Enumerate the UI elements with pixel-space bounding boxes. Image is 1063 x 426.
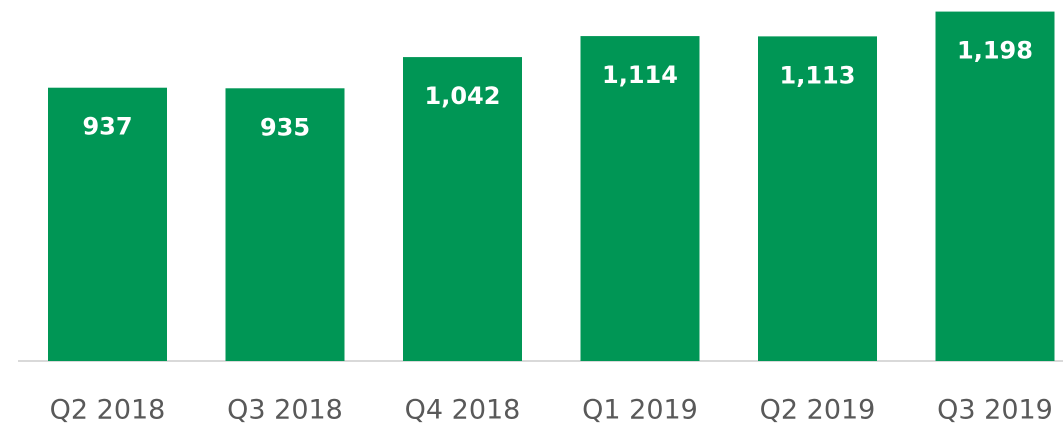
x-tick-label: Q4 2018 xyxy=(405,395,521,426)
data-label: 1,198 xyxy=(957,37,1033,65)
bar xyxy=(48,87,167,361)
bar xyxy=(403,57,522,361)
x-tick-label: Q3 2018 xyxy=(227,395,343,426)
x-tick-label: Q2 2019 xyxy=(760,395,876,426)
data-label: 937 xyxy=(82,113,132,141)
data-label: 1,042 xyxy=(425,82,501,110)
data-label: 1,114 xyxy=(602,61,678,89)
x-tick-label: Q1 2019 xyxy=(582,395,698,426)
bar xyxy=(580,36,700,361)
bar xyxy=(935,11,1055,361)
x-tick-label: Q2 2018 xyxy=(50,395,166,426)
x-tick-label: Q3 2019 xyxy=(937,395,1053,426)
data-label: 935 xyxy=(260,113,310,141)
data-label: 1,113 xyxy=(780,61,856,89)
bar xyxy=(225,88,345,362)
bar xyxy=(758,36,877,361)
